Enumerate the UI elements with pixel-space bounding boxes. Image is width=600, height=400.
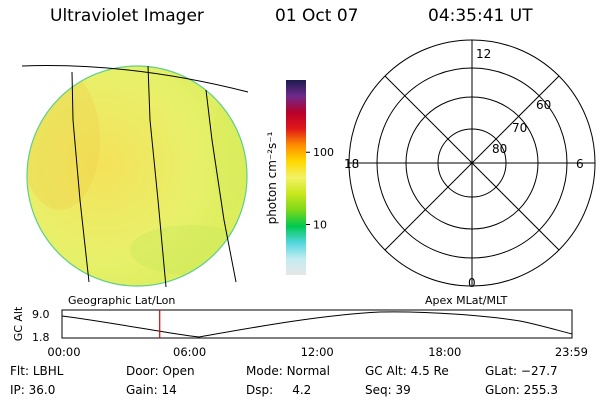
- date-label: 01 Oct 07: [275, 6, 359, 26]
- image-caption: Geographic Lat/Lon: [68, 294, 175, 307]
- glat-value: −27.7: [520, 364, 558, 378]
- polar-caption: Apex MLat/MLT: [425, 294, 508, 307]
- mode-value: Normal: [286, 364, 330, 378]
- glon-label: GLon:: [485, 383, 520, 397]
- polar-plot: [348, 39, 596, 287]
- colorbar-tick-label: 100: [313, 146, 334, 159]
- glat-field: GLat: −27.7: [485, 364, 558, 378]
- glat-label: GLat:: [485, 364, 518, 378]
- glon-field: GLon: 255.3: [485, 383, 558, 397]
- ip-field: IP: 36.0: [10, 383, 55, 397]
- polar-ring-label-60: 60: [536, 98, 551, 112]
- polar-label-bottom: 0: [468, 276, 476, 290]
- altitude-xtick-label: 23:59: [555, 345, 588, 359]
- altitude-ylabel: GC Alt: [12, 306, 25, 341]
- colorbar-tick-label: 10: [313, 218, 327, 231]
- geo-grid-lines: [21, 65, 249, 288]
- polar-label-right: 6: [576, 157, 584, 171]
- ip-value: 36.0: [28, 383, 56, 397]
- altitude-xtick-label: 12:00: [301, 345, 334, 359]
- altitude-plot: GC Alt 9.0 1.8 00:00 06:00 12:00 18:00 23:59: [12, 306, 588, 359]
- gain-label: Gain:: [126, 383, 158, 397]
- seq-field: Seq: 39: [365, 383, 411, 397]
- door-value: Open: [162, 364, 195, 378]
- flt-value: LBHL: [32, 364, 64, 378]
- gcalt-value: 4.5 Re: [410, 364, 449, 378]
- colorbar: 100 10 photon cm⁻²s⁻¹: [265, 80, 334, 275]
- altitude-xtick-label: 06:00: [173, 345, 206, 359]
- polar-ring-label-80: 80: [492, 142, 507, 156]
- altitude-xtick-label: 00:00: [47, 345, 80, 359]
- polar-label-left: 18: [344, 157, 359, 171]
- altitude-curve: [61, 311, 573, 338]
- gcalt-field: GC Alt: 4.5 Re: [365, 364, 449, 378]
- earth-image: [26, 65, 248, 287]
- altitude-ytick-top: 9.0: [32, 308, 50, 321]
- dsp-field: Dsp: 4.2: [246, 383, 311, 397]
- seq-label: Seq:: [365, 383, 392, 397]
- dsp-value: 4.2: [292, 383, 312, 397]
- polar-label-top: 12: [476, 47, 491, 61]
- altitude-xtick-label: 18:00: [428, 345, 461, 359]
- gain-field: Gain: 14: [126, 383, 177, 397]
- flt-field: Flt: LBHL: [10, 364, 63, 378]
- mode-field: Mode: Normal: [246, 364, 330, 378]
- mode-label: Mode:: [246, 364, 283, 378]
- door-field: Door: Open: [126, 364, 195, 378]
- door-label: Door:: [126, 364, 159, 378]
- dsp-label: Dsp:: [246, 383, 274, 397]
- ip-label: IP:: [10, 383, 25, 397]
- app-title: Ultraviolet Imager: [50, 6, 204, 26]
- seq-value: 39: [395, 383, 411, 397]
- polar-ring-label-70: 70: [512, 121, 527, 135]
- flt-label: Flt:: [10, 364, 29, 378]
- glon-value: 255.3: [523, 383, 558, 397]
- time-label: 04:35:41 UT: [428, 6, 533, 26]
- gain-value: 14: [161, 383, 177, 397]
- altitude-ytick-bottom: 1.8: [32, 331, 50, 344]
- gcalt-label: GC Alt:: [365, 364, 407, 378]
- colorbar-unit-label: photon cm⁻²s⁻¹: [265, 131, 279, 224]
